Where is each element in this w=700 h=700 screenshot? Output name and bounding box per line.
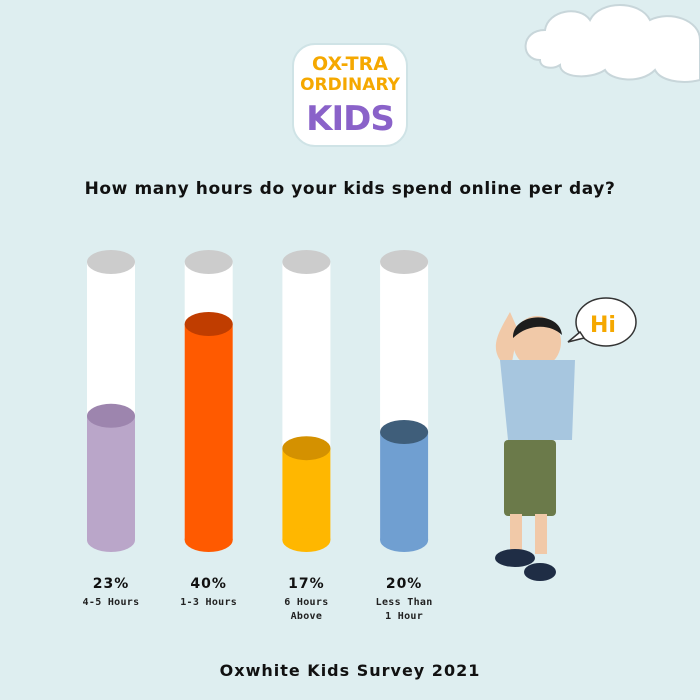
- logo-line: ORDINARY: [300, 75, 401, 95]
- value-label: 17%: [288, 576, 325, 592]
- tube-top: [87, 250, 135, 274]
- logo-kids: KIDS: [306, 99, 394, 139]
- logo-box: [292, 43, 408, 147]
- bar-base: [87, 528, 135, 552]
- hair: [512, 317, 562, 338]
- shirt: [500, 360, 575, 440]
- value-label: 23%: [92, 576, 130, 592]
- footer: Oxwhite Kids Survey 2021: [220, 661, 481, 680]
- bubble-text: Hi: [590, 313, 616, 338]
- bar-cap: [184, 312, 233, 336]
- category-label: Less Than 1 Hour: [375, 597, 433, 622]
- leg: [535, 514, 547, 554]
- category-label: 4-5 Hours: [82, 597, 140, 608]
- category-label: 6 Hours Above: [284, 597, 329, 622]
- bar-body: [184, 324, 233, 540]
- shoe: [495, 549, 535, 567]
- bar: [282, 436, 331, 552]
- bar-body: [87, 415, 135, 540]
- bar-body: [282, 448, 331, 540]
- tube-top: [184, 250, 233, 274]
- chart-title: How many hours do your kids spend online…: [85, 179, 616, 199]
- speech-bubble: [575, 297, 637, 347]
- tube-top: [380, 250, 429, 274]
- bar-cap: [87, 403, 135, 428]
- bar: [87, 403, 135, 552]
- bar-cap: [380, 420, 429, 444]
- bar-base: [380, 528, 429, 552]
- bar: [184, 312, 233, 552]
- cloud: [524, 4, 700, 83]
- category-label: 1-3 Hours: [180, 597, 238, 608]
- speech-tail: [567, 330, 586, 343]
- bar-base: [184, 528, 233, 552]
- kid-illustration: Hi: [495, 297, 637, 581]
- arm: [495, 312, 518, 362]
- bar-base: [282, 528, 331, 552]
- shoe: [524, 563, 556, 581]
- value-label: 40%: [190, 576, 227, 592]
- value-label: 20%: [385, 576, 423, 592]
- tube-top: [282, 250, 331, 274]
- leg: [510, 514, 522, 550]
- shorts: [504, 440, 556, 516]
- logo-line: OX-TRA: [312, 53, 388, 75]
- bar-body: [380, 432, 429, 540]
- bar-cap: [282, 436, 331, 461]
- bar: [380, 420, 429, 552]
